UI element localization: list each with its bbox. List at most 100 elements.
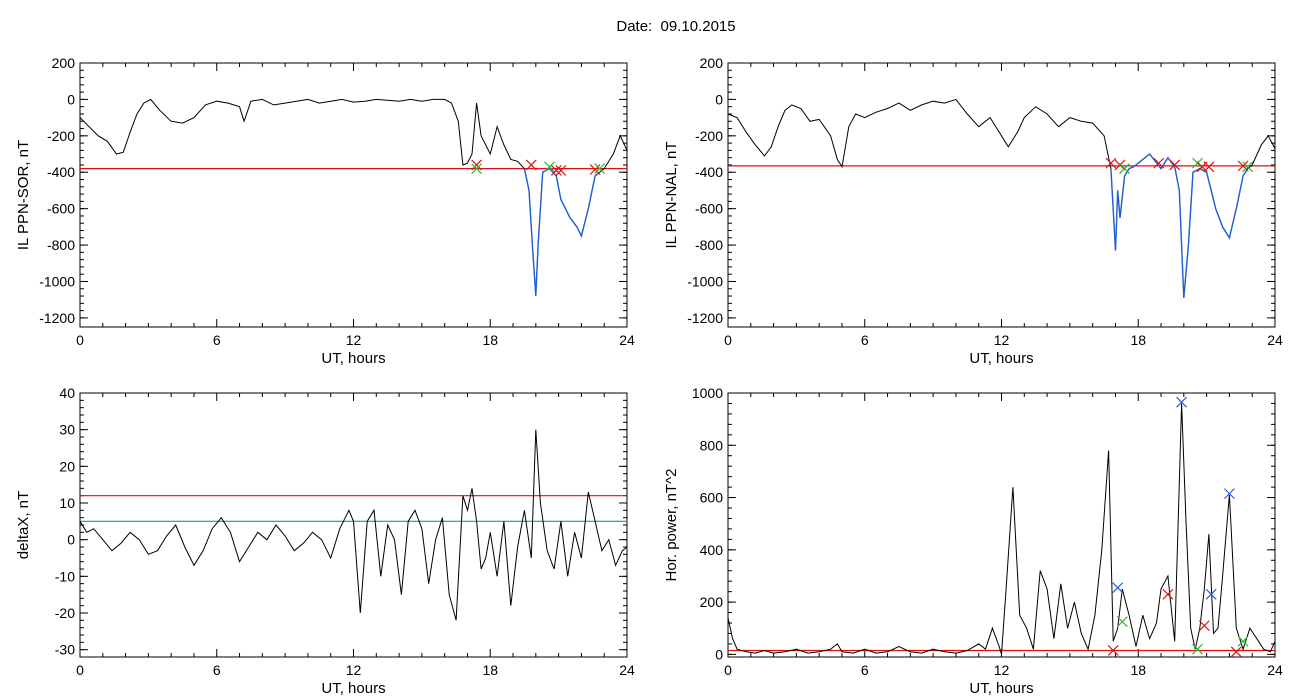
x-tick-label: 12 [994, 662, 1010, 678]
y-tick-label: 1000 [692, 385, 723, 401]
y-tick-label: 200 [52, 55, 76, 71]
panel-il-ppn-sor: 0 6 12 18 24 200 0 -200 -400 -600 -800 -1000 -1200 UT… [15, 55, 635, 367]
y-tick-label: -200 [695, 128, 723, 144]
event-marker [1119, 163, 1130, 175]
y-tick-label: 40 [59, 385, 75, 401]
x-tick-label: 18 [482, 662, 498, 678]
x-tick-label: 12 [346, 662, 362, 678]
event-marker [1192, 643, 1203, 655]
y-tick-label: 0 [67, 91, 75, 107]
event-marker [544, 161, 555, 173]
y-tick-label: -10 [55, 568, 75, 584]
event-marker [594, 163, 606, 175]
y-tick-label: -400 [47, 164, 75, 180]
y-tick-label: 600 [700, 490, 724, 506]
y-tick-label: -600 [695, 201, 723, 217]
x-axis-label: UT, hours [969, 350, 1033, 367]
plot-frame [727, 62, 1276, 328]
y-tick-label: 0 [715, 646, 723, 662]
x-tick-label: 6 [861, 662, 869, 678]
event-marker [1162, 588, 1174, 600]
y-tick-label: -200 [47, 128, 75, 144]
event-marker [1237, 160, 1249, 172]
y-tick-label: -30 [55, 642, 75, 658]
y-axis-label: deltaX, nT [15, 491, 32, 559]
event-marker [1205, 588, 1217, 600]
panel-hor-power: 0 6 12 18 24 1000 800 600 400 200 0 UT, hours Hor. p… [663, 385, 1283, 697]
y-tick-label: 0 [67, 532, 75, 548]
x-tick-label: 24 [1267, 662, 1283, 678]
x-axis-label: UT, hours [969, 680, 1033, 697]
y-tick-label: -800 [47, 237, 75, 253]
y-tick-label: -1000 [39, 273, 75, 289]
event-segment [1110, 153, 1249, 298]
y-axis-label: Hor. power, nT^2 [663, 469, 680, 582]
event-marker [589, 164, 601, 175]
event-marker [471, 159, 482, 171]
event-marker [525, 159, 537, 171]
panel-il-ppn-nal: 0 6 12 18 24 200 0 -200 -400 -600 -800 -1000 -1200 UT… [663, 55, 1283, 367]
y-tick-label: -1200 [39, 310, 75, 326]
series-line [79, 98, 628, 297]
event-marker [1176, 396, 1187, 408]
series-line [727, 403, 1276, 655]
event-marker [1242, 161, 1254, 173]
panel-deltax: 0 6 12 18 24 40 30 20 10 0 -10 -20 -30 UT, hours delta… [15, 385, 635, 697]
x-tick-label: 12 [346, 332, 362, 348]
x-tick-label: 12 [994, 332, 1010, 348]
x-tick-label: 18 [1130, 662, 1146, 678]
y-tick-label: -400 [695, 164, 723, 180]
event-marker [1203, 161, 1215, 173]
event-marker [555, 164, 567, 176]
y-tick-label: 10 [59, 495, 75, 511]
y-tick-label: 0 [715, 91, 723, 107]
x-tick-label: 24 [619, 662, 635, 678]
event-marker [1107, 645, 1119, 656]
y-tick-label: -1200 [687, 310, 723, 326]
y-tick-label: -600 [47, 201, 75, 217]
x-tick-label: 18 [482, 332, 498, 348]
event-marker [1105, 157, 1117, 169]
y-tick-label: 200 [700, 594, 724, 610]
y-axis-label: IL PPN-SOR, nT [15, 140, 32, 250]
x-tick-label: 0 [724, 662, 732, 678]
event-marker [1169, 159, 1181, 171]
y-tick-label: 400 [700, 542, 724, 558]
y-axis-label: IL PPN-NAL, nT [663, 142, 680, 249]
event-marker [1116, 616, 1128, 628]
x-tick-label: 0 [724, 332, 732, 348]
y-tick-label: -20 [55, 605, 75, 621]
event-marker [1153, 157, 1165, 169]
series-line [79, 429, 628, 621]
event-marker [1192, 157, 1203, 169]
series-line [727, 98, 1276, 298]
y-tick-label: -800 [695, 237, 723, 253]
event-marker [1112, 582, 1124, 594]
event-marker [1114, 159, 1126, 171]
plot-frame [727, 392, 1276, 658]
y-tick-label: 20 [59, 458, 75, 474]
x-tick-label: 6 [213, 332, 221, 348]
event-marker [1223, 488, 1235, 500]
y-tick-label: -1000 [687, 273, 723, 289]
x-tick-label: 24 [619, 332, 635, 348]
y-tick-label: 800 [700, 437, 724, 453]
event-segment [523, 167, 601, 297]
event-marker [1198, 620, 1210, 632]
x-axis-label: UT, hours [321, 350, 385, 367]
event-marker [1230, 646, 1242, 658]
x-tick-label: 6 [861, 332, 869, 348]
x-tick-label: 0 [76, 662, 84, 678]
y-tick-label: 30 [59, 422, 75, 438]
y-tick-label: 200 [700, 55, 724, 71]
event-marker [550, 164, 562, 176]
x-tick-label: 6 [213, 662, 221, 678]
event-marker [471, 163, 482, 175]
page-title: Date: 09.10.2015 [616, 18, 736, 35]
x-tick-label: 18 [1130, 332, 1146, 348]
x-tick-label: 0 [76, 332, 84, 348]
x-axis-label: UT, hours [321, 680, 385, 697]
event-marker [1237, 635, 1249, 647]
x-tick-label: 24 [1267, 332, 1283, 348]
